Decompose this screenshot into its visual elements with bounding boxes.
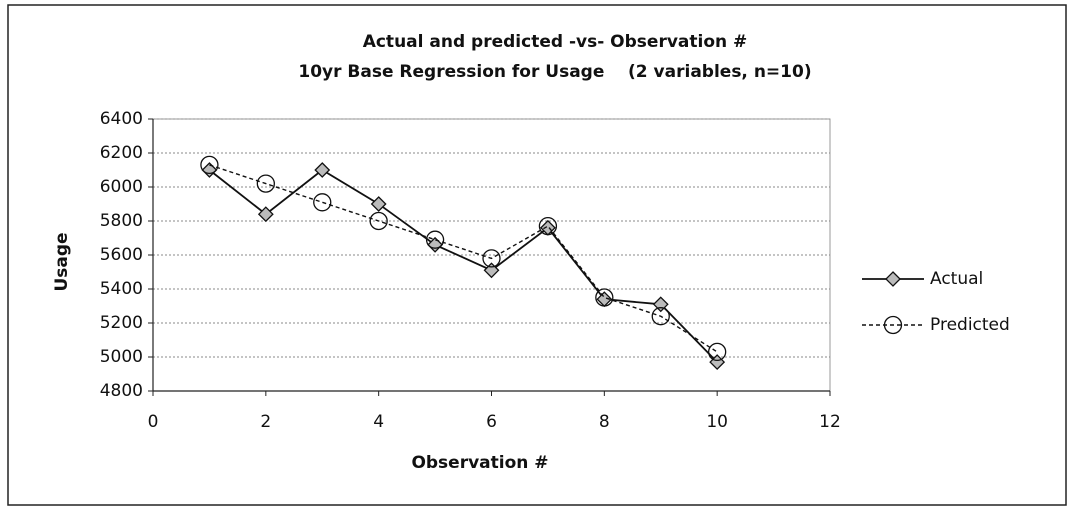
x-tick-label: 2 [260,412,271,432]
point [314,162,331,178]
legend-label: Actual [930,269,983,289]
y-axis-label: Usage [52,232,72,291]
y-tick-label: 5000 [100,347,143,367]
x-tick-label: 8 [599,412,610,432]
y-tick-label: 6200 [100,143,143,163]
x-tick-label: 0 [148,412,159,432]
x-tick-label: 6 [486,412,497,432]
point [200,155,219,175]
point [482,249,501,268]
point [257,206,274,223]
point [595,288,614,307]
x-tick-label: 12 [819,412,841,432]
x-tick-label: 4 [373,412,384,432]
y-tick-label: 5200 [100,313,143,333]
y-tick-label: 5600 [100,245,143,265]
point [369,211,388,231]
point [256,174,275,193]
series-line [208,168,718,363]
y-tick-label: 4800 [100,381,143,401]
y-tick-label: 6000 [100,177,143,197]
legend-marker [883,315,903,335]
x-axis-label: Observation # [411,453,548,473]
y-tick-label: 5400 [100,279,143,299]
point [538,216,558,236]
legend-label: Predicted [930,315,1010,335]
y-tick-label: 6400 [100,109,143,129]
chart-title: Actual and predicted -vs- Observation # [363,32,748,52]
series-line [209,164,718,353]
point [425,230,445,249]
point [313,193,332,212]
point [708,342,727,362]
x-tick-label: 10 [706,412,728,432]
y-tick-label: 5800 [100,211,143,231]
chart-subtitle: 10yr Base Regression for Usage (2 variab… [298,62,811,82]
legend-marker [885,271,901,287]
point [651,307,670,326]
point [370,196,387,212]
